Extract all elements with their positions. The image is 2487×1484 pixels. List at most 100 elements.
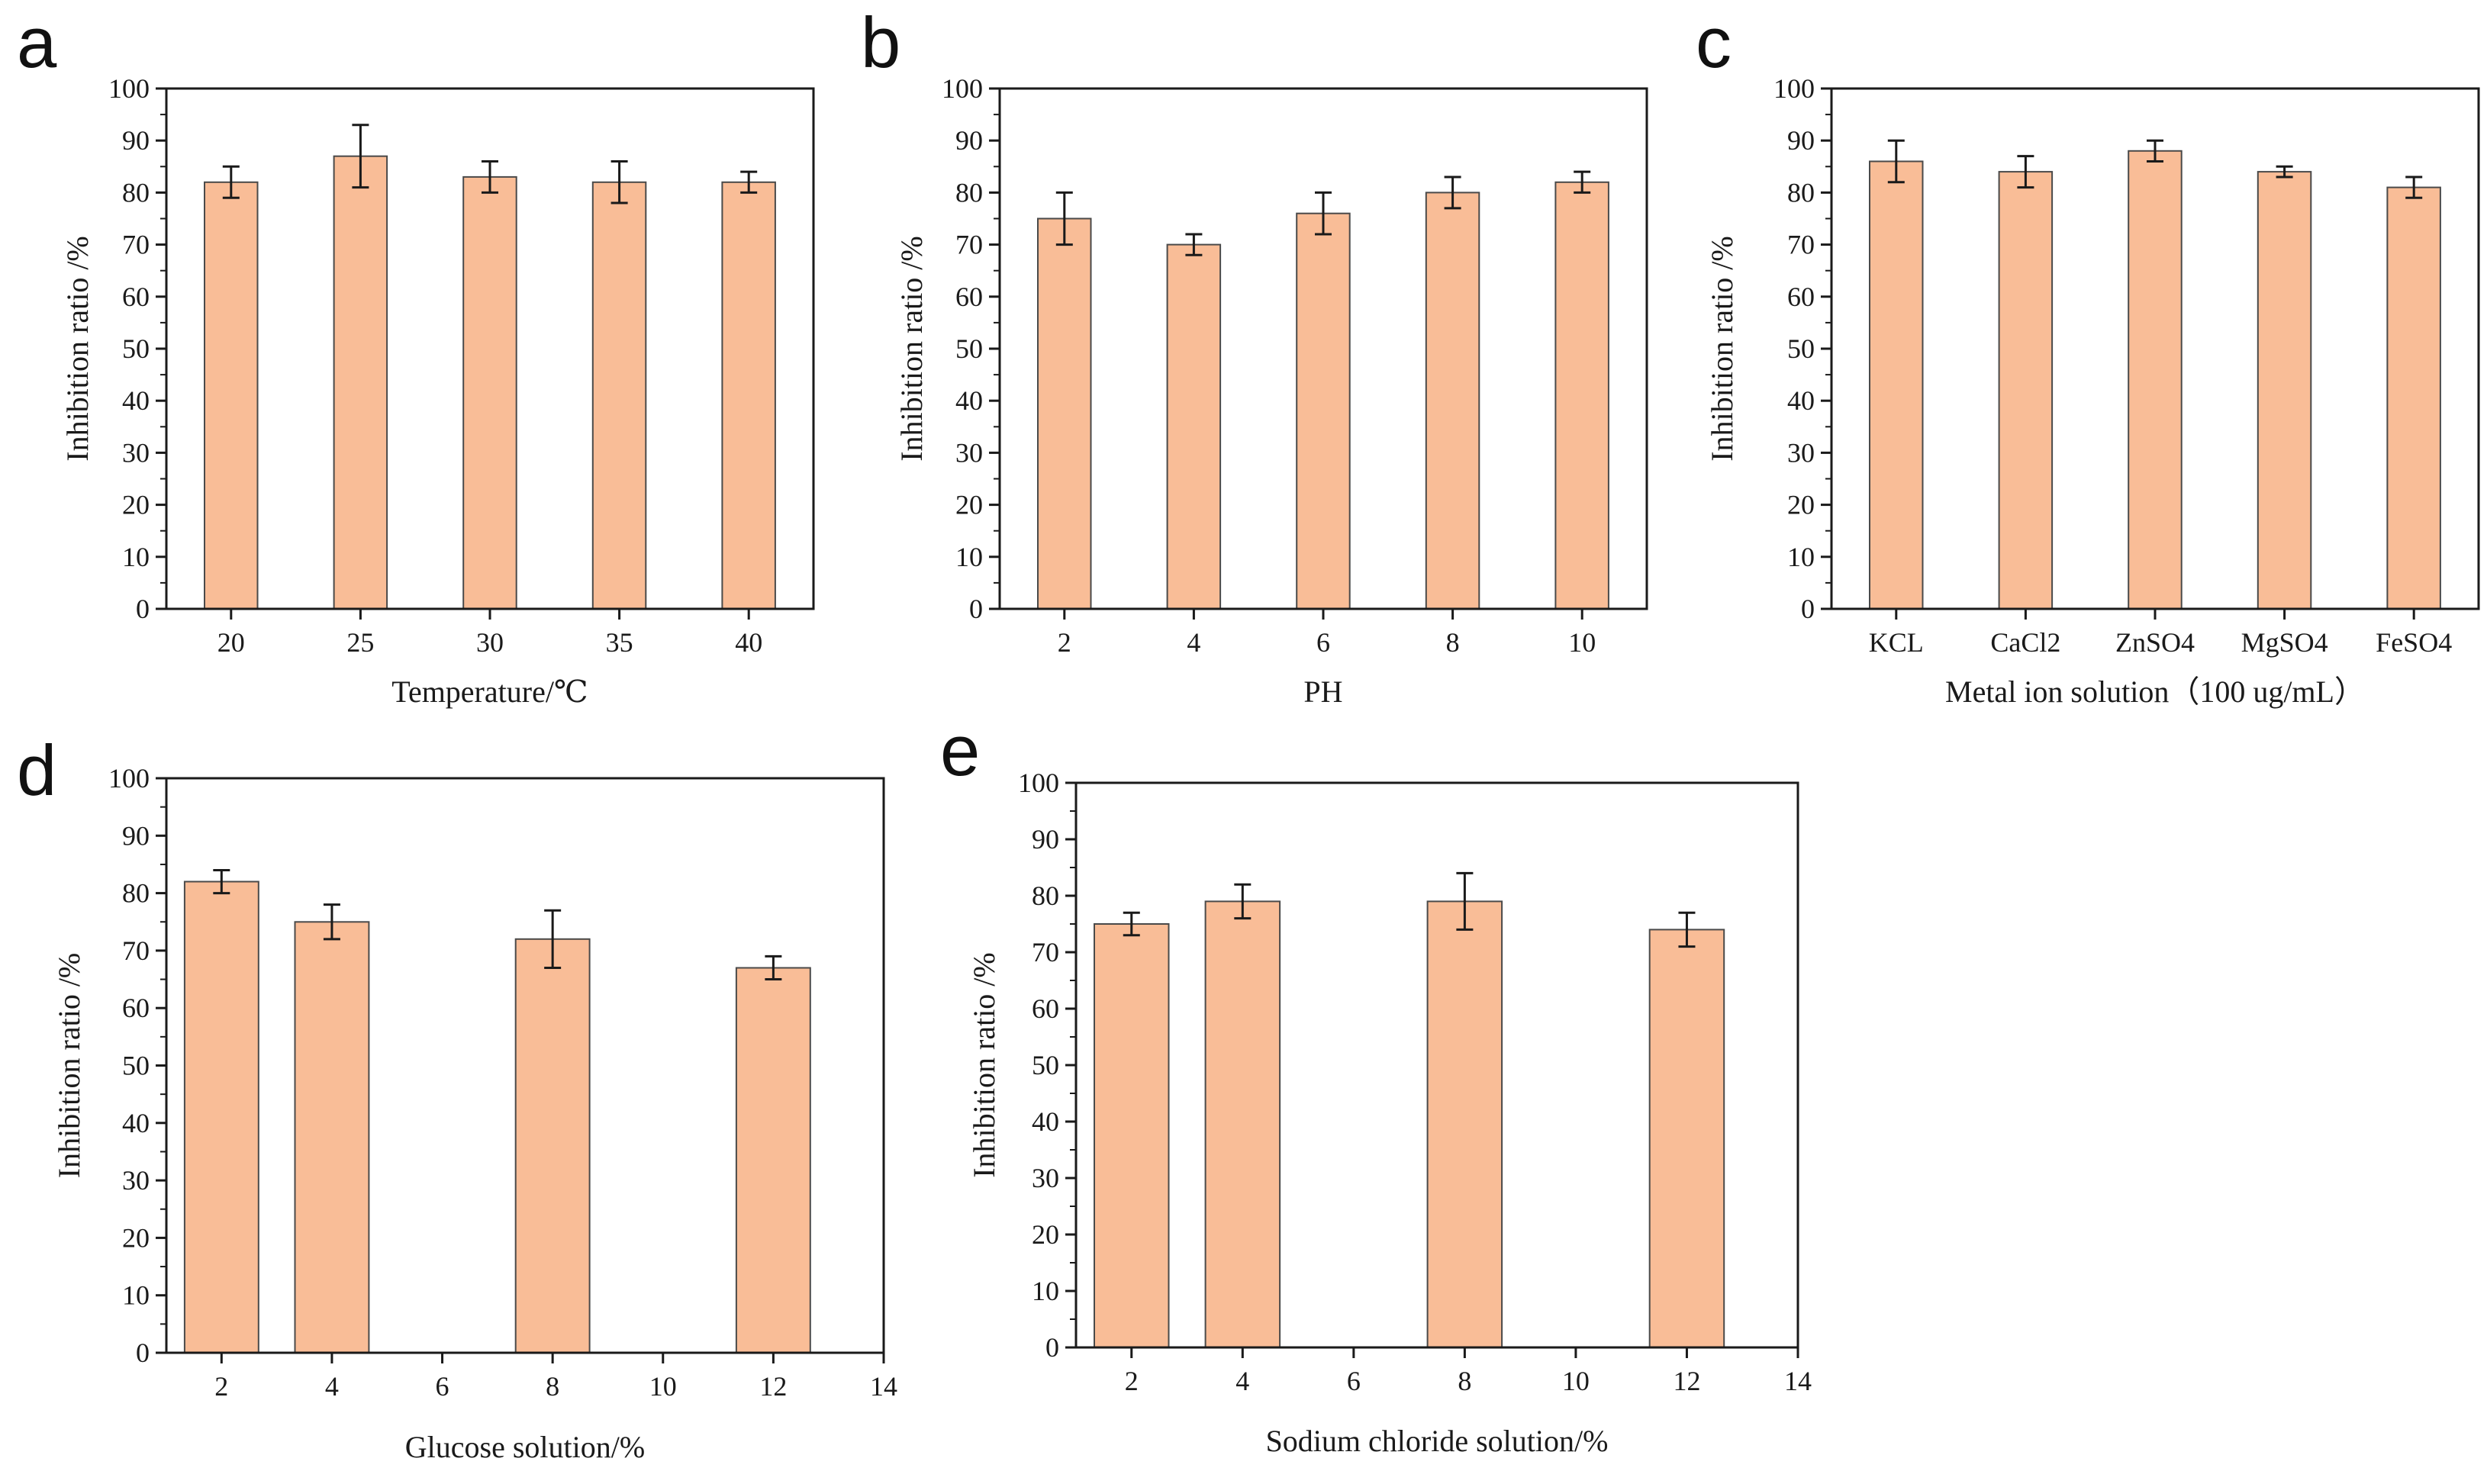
x-tick-label: 2	[1058, 627, 1071, 658]
bar	[1166, 243, 1222, 610]
error-bar	[740, 170, 758, 194]
x-axis-title: Metal ion solution（100 ug/mL）	[1945, 674, 2365, 709]
bar	[514, 938, 591, 1354]
x-tick-label: 12	[1673, 1366, 1700, 1396]
error-bar	[1456, 871, 1474, 931]
x-axis-title: Temperature/℃	[391, 674, 588, 709]
y-tick-label: 40	[1787, 385, 1815, 416]
x-tick-label: 4	[325, 1371, 339, 1402]
bar	[1094, 923, 1170, 1348]
y-axis-title: Inhibition ratio /%	[967, 952, 1001, 1178]
chart-panel-c: c 0 10 20 30 40 50 60 70 80 90 100 KCL CaCl2 ZnSO4 MgSO…	[1696, 2, 2480, 709]
x-tick-label: 20	[217, 627, 245, 658]
y-tick-label: 70	[1787, 230, 1815, 260]
bar	[735, 967, 811, 1354]
error-bar	[1574, 170, 1591, 194]
x-tick-label: 25	[346, 627, 374, 658]
y-tick-label: 50	[122, 1051, 150, 1081]
y-axis-title: Inhibition ratio /%	[60, 236, 95, 462]
error-bar	[1185, 233, 1203, 256]
panel-letter-b: b	[861, 2, 900, 82]
chart-panel-d: d 0 10 20 30 40 50 60 70 80 90 100 2 4 6 8 10 12 14 Glucose…	[17, 730, 897, 1464]
y-axis-title: Inhibition ratio /%	[894, 236, 929, 462]
y-tick-label: 80	[955, 177, 983, 208]
x-tick-label: 8	[1458, 1366, 1471, 1396]
y-tick-label: 0	[136, 1338, 150, 1368]
error-bar	[1887, 139, 1905, 184]
error-bar	[1123, 911, 1140, 937]
y-tick-label: 40	[1032, 1106, 1059, 1137]
y-tick-label: 80	[1032, 880, 1059, 911]
chart-panel-a: a 0 10 20 30 40 50 60 70 80 90 100 20 25 30 35 40 Tempera…	[17, 2, 815, 709]
bar	[462, 175, 517, 610]
x-tick-label: 14	[870, 1371, 897, 1402]
x-tick-label: CaCl2	[1990, 627, 2060, 658]
bar	[333, 155, 388, 610]
y-tick-label: 90	[122, 125, 150, 156]
y-tick-label: 30	[955, 437, 983, 468]
bar	[2257, 171, 2312, 610]
error-bar	[1678, 911, 1696, 948]
y-tick-label: 10	[122, 1280, 150, 1311]
x-tick-label: FeSO4	[2376, 627, 2452, 658]
y-tick-label: 40	[122, 1108, 150, 1138]
y-tick-label: 80	[122, 177, 150, 208]
y-tick-label: 80	[1787, 177, 1815, 208]
bar	[1425, 192, 1480, 610]
x-axis-title: PH	[1303, 674, 1342, 709]
error-bar	[2147, 139, 2163, 163]
error-bar	[323, 903, 340, 941]
bar	[1998, 171, 2054, 610]
bar	[204, 181, 259, 610]
x-tick-label: 10	[1568, 627, 1596, 658]
bar	[1037, 217, 1092, 610]
x-tick-label: MgSO4	[2241, 627, 2328, 658]
chart-panel-b: b 0 10 20 30 40 50 60 70 80 90 100 2 4 6 8 10 PH Inhibitio…	[861, 2, 1648, 709]
y-tick-label: 50	[955, 333, 983, 364]
y-tick-label: 0	[969, 594, 983, 624]
y-tick-label: 90	[122, 820, 150, 851]
error-bar	[1055, 191, 1073, 246]
y-tick-label: 80	[122, 878, 150, 909]
error-bar	[222, 165, 240, 199]
y-tick-label: 40	[122, 385, 150, 416]
x-tick-label: 6	[1316, 627, 1330, 658]
bar	[1648, 929, 1725, 1348]
error-bar	[610, 159, 628, 204]
x-tick-label: KCL	[1869, 627, 1924, 658]
y-tick-label: 10	[1032, 1276, 1059, 1306]
x-tick-label: 4	[1187, 627, 1200, 658]
error-bar	[1234, 883, 1252, 920]
bar	[1554, 181, 1609, 610]
y-axis-title: Inhibition ratio /%	[1705, 236, 1739, 462]
y-tick-label: 60	[955, 282, 983, 312]
y-tick-label: 20	[1787, 490, 1815, 520]
x-tick-label: 35	[606, 627, 633, 658]
error-bar	[765, 954, 782, 981]
y-tick-label: 20	[955, 490, 983, 520]
y-tick-label: 10	[122, 542, 150, 572]
x-tick-label: 2	[214, 1371, 228, 1402]
y-tick-label: 10	[1787, 542, 1815, 572]
bar	[294, 921, 370, 1354]
x-tick-label: 8	[546, 1371, 559, 1402]
y-tick-label: 0	[136, 594, 150, 624]
x-tick-label: 40	[735, 627, 762, 658]
y-tick-label: 100	[108, 73, 150, 104]
bar	[1296, 212, 1351, 610]
error-bar	[2017, 155, 2034, 189]
y-tick-label: 30	[1032, 1163, 1059, 1193]
x-tick-label: 12	[759, 1371, 787, 1402]
y-tick-label: 60	[1032, 993, 1059, 1024]
x-axis-title: Sodium chloride solution/%	[1266, 1424, 1609, 1458]
y-tick-label: 30	[1787, 437, 1815, 468]
x-axis-title: Glucose solution/%	[405, 1430, 645, 1464]
error-bar	[2276, 165, 2293, 179]
x-tick-label: 2	[1125, 1366, 1139, 1396]
y-tick-label: 70	[122, 230, 150, 260]
panel-letter-d: d	[17, 730, 56, 810]
y-tick-label: 90	[1787, 125, 1815, 156]
y-tick-label: 20	[122, 1222, 150, 1253]
error-bar	[2405, 175, 2423, 199]
